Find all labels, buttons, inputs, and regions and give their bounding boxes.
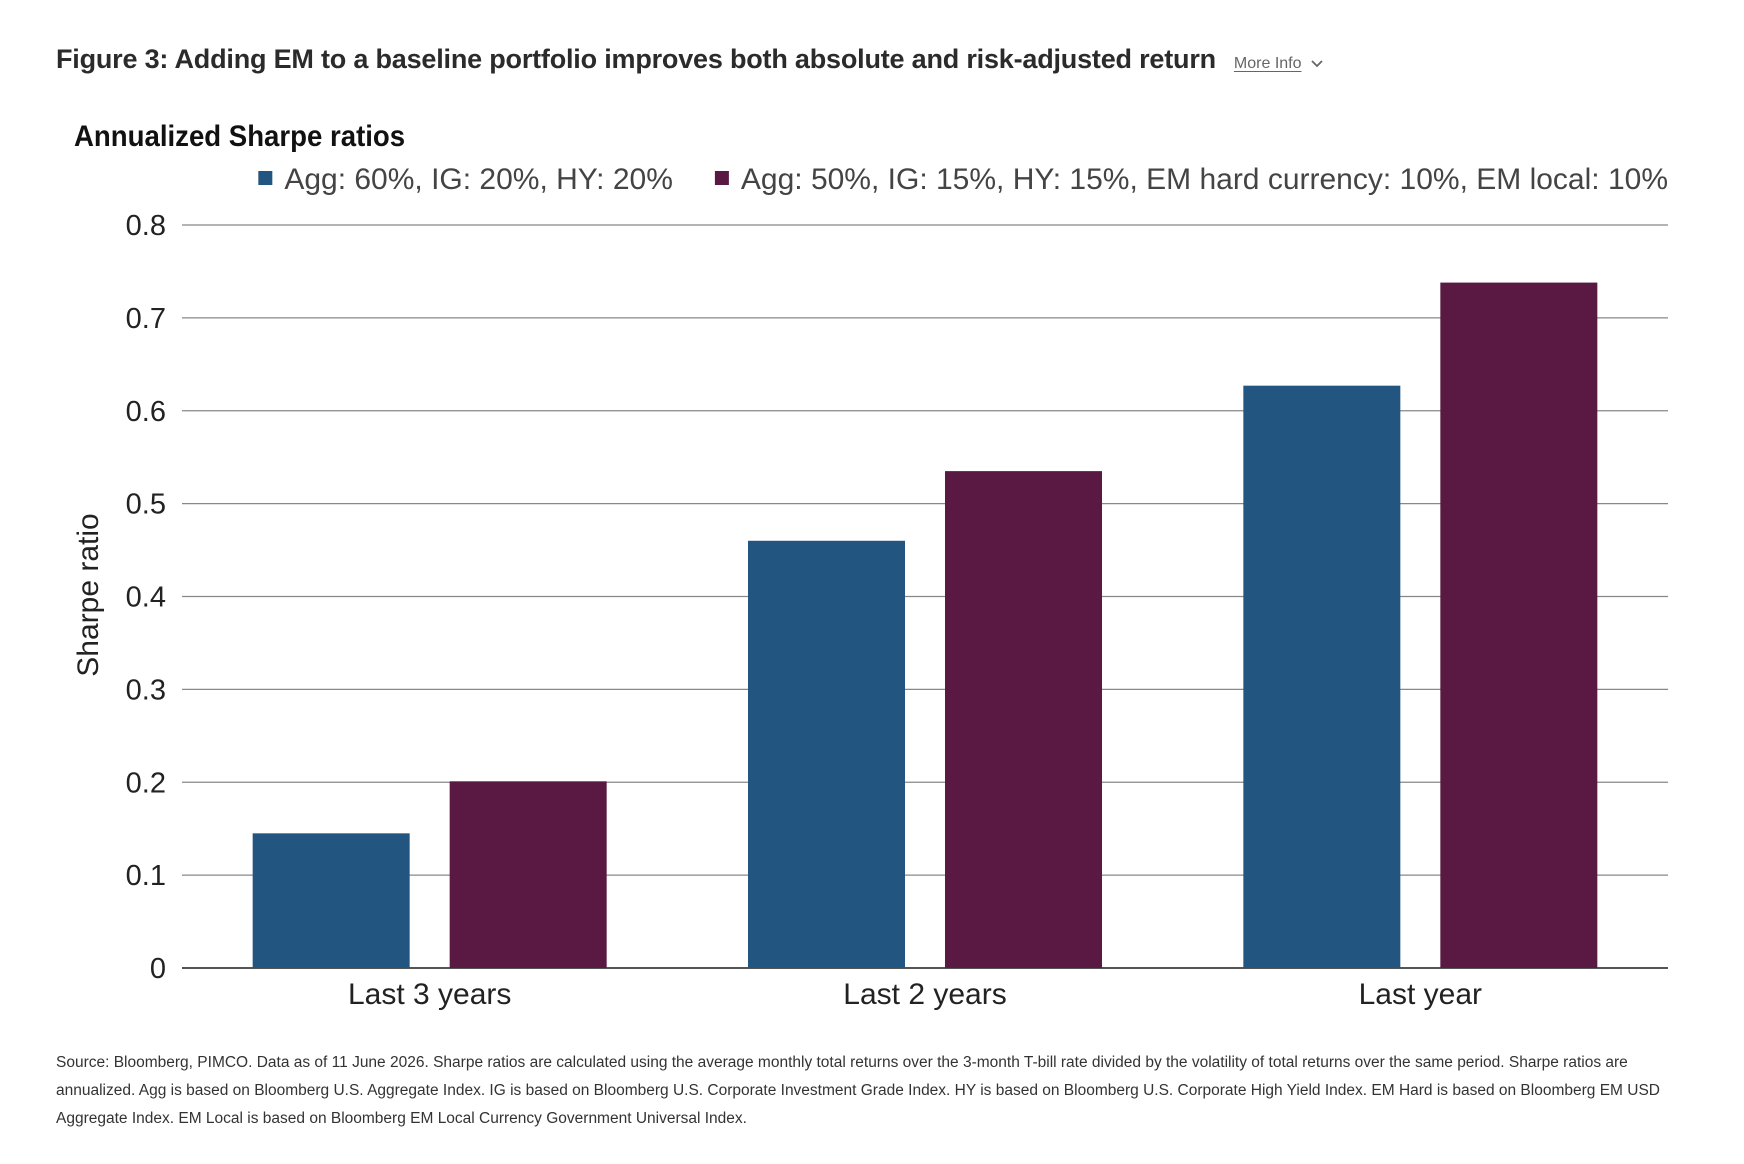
y-tick-label: 0.8 [126,210,166,242]
bar [252,833,410,968]
x-axis-ticks: Last 3 years Last 2 years Last year [348,978,1482,1011]
legend-swatch [258,171,273,185]
legend-label: Agg: 50%, IG: 15%, HY: 15%, EM hard curr… [741,163,1668,196]
source-note: Source: Bloomberg, PIMCO. Data as of 11 … [56,1054,1660,1127]
chevron-down-icon[interactable] [1310,59,1324,69]
x-tick-label: Last 2 years [843,978,1006,1011]
chart-legend: Agg: 50%, IG: 15%, HY: 15%, EM hard curr… [258,163,1668,196]
legend-swatch [714,171,729,185]
gridlines [182,224,1668,969]
more-info-toggle[interactable]: More Info [1234,55,1324,73]
figure-title: Figure 3: Adding EM to a baseline portfo… [56,44,1216,74]
more-info-label[interactable]: More Info [1233,55,1302,72]
bar [1440,282,1598,968]
bar [449,781,607,968]
y-tick-label: 0.2 [126,767,166,799]
figure-header: Figure 3: Adding EM to a baseline portfo… [56,44,1324,75]
y-tick-label: 0.1 [126,860,166,892]
bar [1243,385,1401,969]
y-axis-label: Sharpe ratio [72,513,105,676]
bar [748,540,905,968]
bars [252,282,1598,969]
y-axis-ticks: 0 0.1 0.2 0.3 0.4 0.5 0.6 0.7 0.8 [126,210,166,985]
y-tick-label: 0 [150,953,166,985]
x-tick-label: Last year [1359,978,1482,1011]
y-tick-label: 0.7 [126,303,166,335]
x-tick-label: Last 3 years [348,978,511,1011]
legend-label: Agg: 60%, IG: 20%, HY: 20% [284,163,673,196]
y-tick-label: 0.4 [126,582,166,614]
y-tick-label: 0.6 [126,396,166,428]
bar-chart: Annualized Sharpe ratios Agg: 50%, IG: 1… [72,120,1668,1011]
chart-container: Annualized Sharpe ratios Agg: 50%, IG: 1… [0,100,1744,1040]
chart-title: Annualized Sharpe ratios [74,120,405,153]
bar [945,471,1102,968]
y-tick-label: 0.5 [126,489,166,521]
y-tick-label: 0.3 [126,674,166,706]
